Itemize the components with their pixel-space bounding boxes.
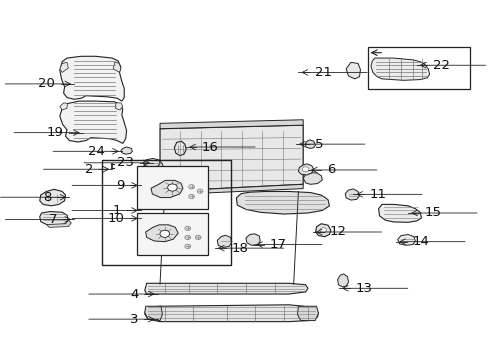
Text: 3: 3 [130, 312, 139, 326]
Polygon shape [160, 120, 303, 129]
Text: 9: 9 [116, 179, 124, 192]
Polygon shape [47, 220, 71, 227]
Text: 1: 1 [112, 204, 121, 217]
Text: 21: 21 [315, 66, 332, 79]
Bar [368, 47, 470, 89]
Polygon shape [297, 306, 318, 320]
Polygon shape [115, 103, 123, 110]
Polygon shape [305, 140, 316, 148]
Polygon shape [146, 225, 178, 242]
Polygon shape [113, 62, 121, 72]
Bar [102, 159, 231, 265]
Polygon shape [398, 234, 416, 245]
Circle shape [185, 244, 191, 248]
Circle shape [168, 184, 177, 191]
Polygon shape [346, 62, 361, 79]
Text: 14: 14 [413, 235, 430, 248]
Polygon shape [40, 189, 66, 206]
Text: 10: 10 [107, 212, 124, 225]
Circle shape [320, 228, 326, 233]
Polygon shape [145, 305, 318, 321]
Text: 19: 19 [47, 126, 64, 139]
Circle shape [196, 235, 201, 239]
Polygon shape [298, 164, 314, 175]
Polygon shape [148, 160, 164, 176]
Polygon shape [60, 56, 124, 101]
Text: 24: 24 [88, 145, 105, 158]
Polygon shape [303, 173, 322, 184]
Circle shape [185, 226, 191, 230]
Polygon shape [160, 184, 303, 195]
Polygon shape [60, 62, 69, 72]
Circle shape [189, 185, 195, 189]
Polygon shape [60, 101, 126, 143]
Polygon shape [236, 192, 329, 214]
Polygon shape [246, 234, 260, 245]
Polygon shape [151, 180, 183, 198]
Text: 5: 5 [315, 138, 323, 150]
Polygon shape [316, 224, 331, 237]
Circle shape [185, 235, 191, 239]
Text: 4: 4 [130, 288, 139, 301]
Polygon shape [217, 235, 232, 247]
Polygon shape [145, 306, 162, 320]
Circle shape [197, 189, 203, 193]
Text: 17: 17 [270, 238, 287, 251]
Polygon shape [40, 212, 69, 225]
Text: 22: 22 [433, 59, 450, 72]
Text: 23: 23 [117, 156, 134, 169]
Text: 6: 6 [327, 163, 336, 176]
Text: 2: 2 [85, 163, 93, 176]
Polygon shape [143, 158, 160, 167]
Circle shape [189, 194, 195, 199]
Text: 13: 13 [356, 282, 373, 295]
Polygon shape [121, 147, 132, 154]
Polygon shape [60, 103, 68, 110]
Polygon shape [338, 274, 348, 287]
Polygon shape [145, 283, 308, 294]
Polygon shape [174, 141, 186, 156]
Text: 20: 20 [38, 77, 55, 90]
Text: 16: 16 [202, 140, 219, 153]
Polygon shape [345, 189, 360, 200]
Polygon shape [371, 58, 430, 80]
Circle shape [302, 167, 309, 172]
Text: 15: 15 [425, 207, 442, 220]
Polygon shape [379, 204, 421, 222]
Circle shape [160, 230, 170, 237]
Polygon shape [160, 125, 303, 192]
Text: 18: 18 [232, 242, 248, 255]
Bar [137, 166, 208, 210]
Text: 12: 12 [329, 225, 346, 238]
Text: 11: 11 [370, 188, 387, 201]
Text: 8: 8 [43, 191, 52, 204]
Text: 7: 7 [49, 213, 57, 226]
Bar [137, 213, 208, 255]
